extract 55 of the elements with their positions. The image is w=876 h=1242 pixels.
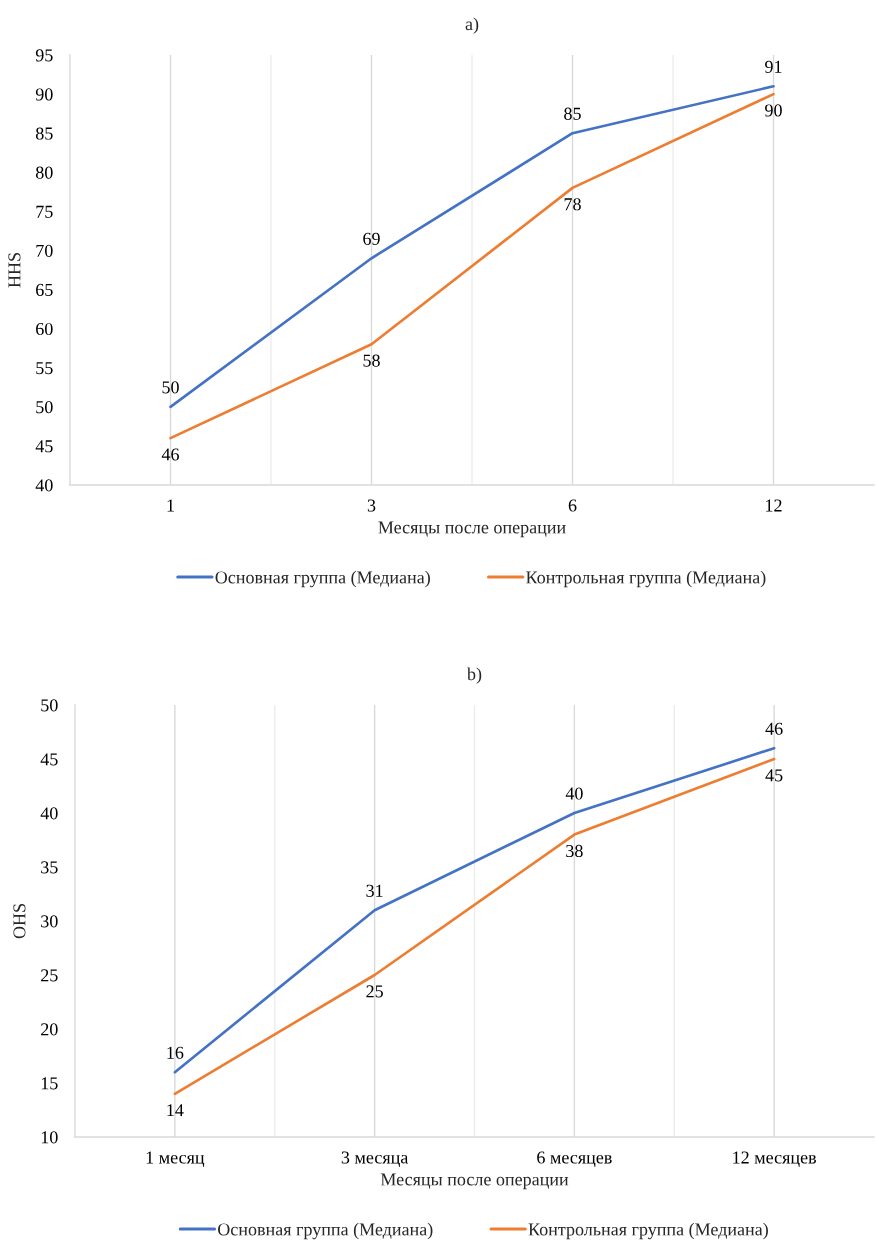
y-tick-label: 60 — [36, 322, 53, 336]
y-tick-label: 25 — [41, 969, 58, 982]
y-tick-label: 20 — [41, 1023, 58, 1036]
y-tick-label: 75 — [36, 205, 53, 218]
y-tick-label: 90 — [35, 88, 53, 101]
y-tick-label: 65 — [36, 283, 53, 296]
data-label: 38 — [566, 844, 583, 858]
data-label: 46 — [765, 722, 783, 735]
x-axis-title: Месяцы после операции — [378, 521, 566, 538]
y-tick-label: 50 — [41, 699, 58, 712]
data-label: 31 — [366, 884, 383, 897]
data-label: 46 — [161, 448, 179, 461]
data-label: 45 — [765, 769, 783, 782]
x-tick-label: 6 — [568, 499, 577, 512]
y-tick-label: 80 — [35, 166, 53, 179]
y-axis-title: OHS — [13, 904, 26, 939]
x-tick-label: 1 месяц — [146, 1151, 205, 1167]
y-tick-label: 95 — [35, 49, 53, 62]
y-tick-label: 35 — [41, 861, 58, 874]
y-tick-label: 30 — [41, 915, 58, 928]
x-tick-label: 6 месяцев — [537, 1151, 612, 1167]
data-label: 25 — [366, 985, 383, 998]
x-tick-label: 3 — [367, 499, 376, 512]
data-label: 90 — [765, 104, 782, 117]
x-tick-label: 3 месяца — [341, 1151, 409, 1167]
data-label: 14 — [167, 1104, 184, 1117]
y-tick-label: 45 — [40, 753, 58, 766]
legend-label: Контрольная группа (Медиана) — [526, 570, 766, 588]
data-label: 85 — [564, 107, 581, 120]
chart-title: a) — [465, 17, 479, 34]
data-label: 91 — [765, 60, 782, 73]
y-tick-label: 40 — [40, 807, 58, 820]
chart-title: b) — [466, 667, 482, 684]
y-tick-label: 55 — [36, 362, 53, 375]
x-tick-label: 12 — [766, 499, 782, 512]
data-label: 40 — [565, 787, 583, 800]
data-label: 50 — [162, 381, 179, 394]
legend-label: Основная группа (Медиана) — [215, 570, 430, 588]
x-axis-title: Месяцы после операции — [380, 1173, 569, 1190]
data-label: 16 — [167, 1046, 184, 1059]
y-tick-label: 85 — [35, 127, 53, 140]
y-tick-label: 40 — [35, 479, 53, 492]
y-tick-label: 45 — [35, 440, 53, 453]
data-label: 69 — [363, 232, 380, 245]
legend-label: Основная группа (Медиана) — [218, 1222, 433, 1240]
y-tick-label: 50 — [36, 401, 53, 414]
x-tick-label: 12 месяцев — [733, 1151, 816, 1167]
y-tick-label: 10 — [41, 1131, 58, 1144]
data-label: 58 — [363, 354, 380, 367]
y-tick-label: 70 — [36, 244, 53, 257]
data-label: 78 — [564, 198, 581, 211]
x-tick-label: 1 — [167, 499, 174, 512]
y-axis-title: HHS — [8, 253, 21, 288]
legend-label: Контрольная группа (Медиана) — [528, 1222, 768, 1240]
y-tick-label: 15 — [41, 1077, 58, 1090]
